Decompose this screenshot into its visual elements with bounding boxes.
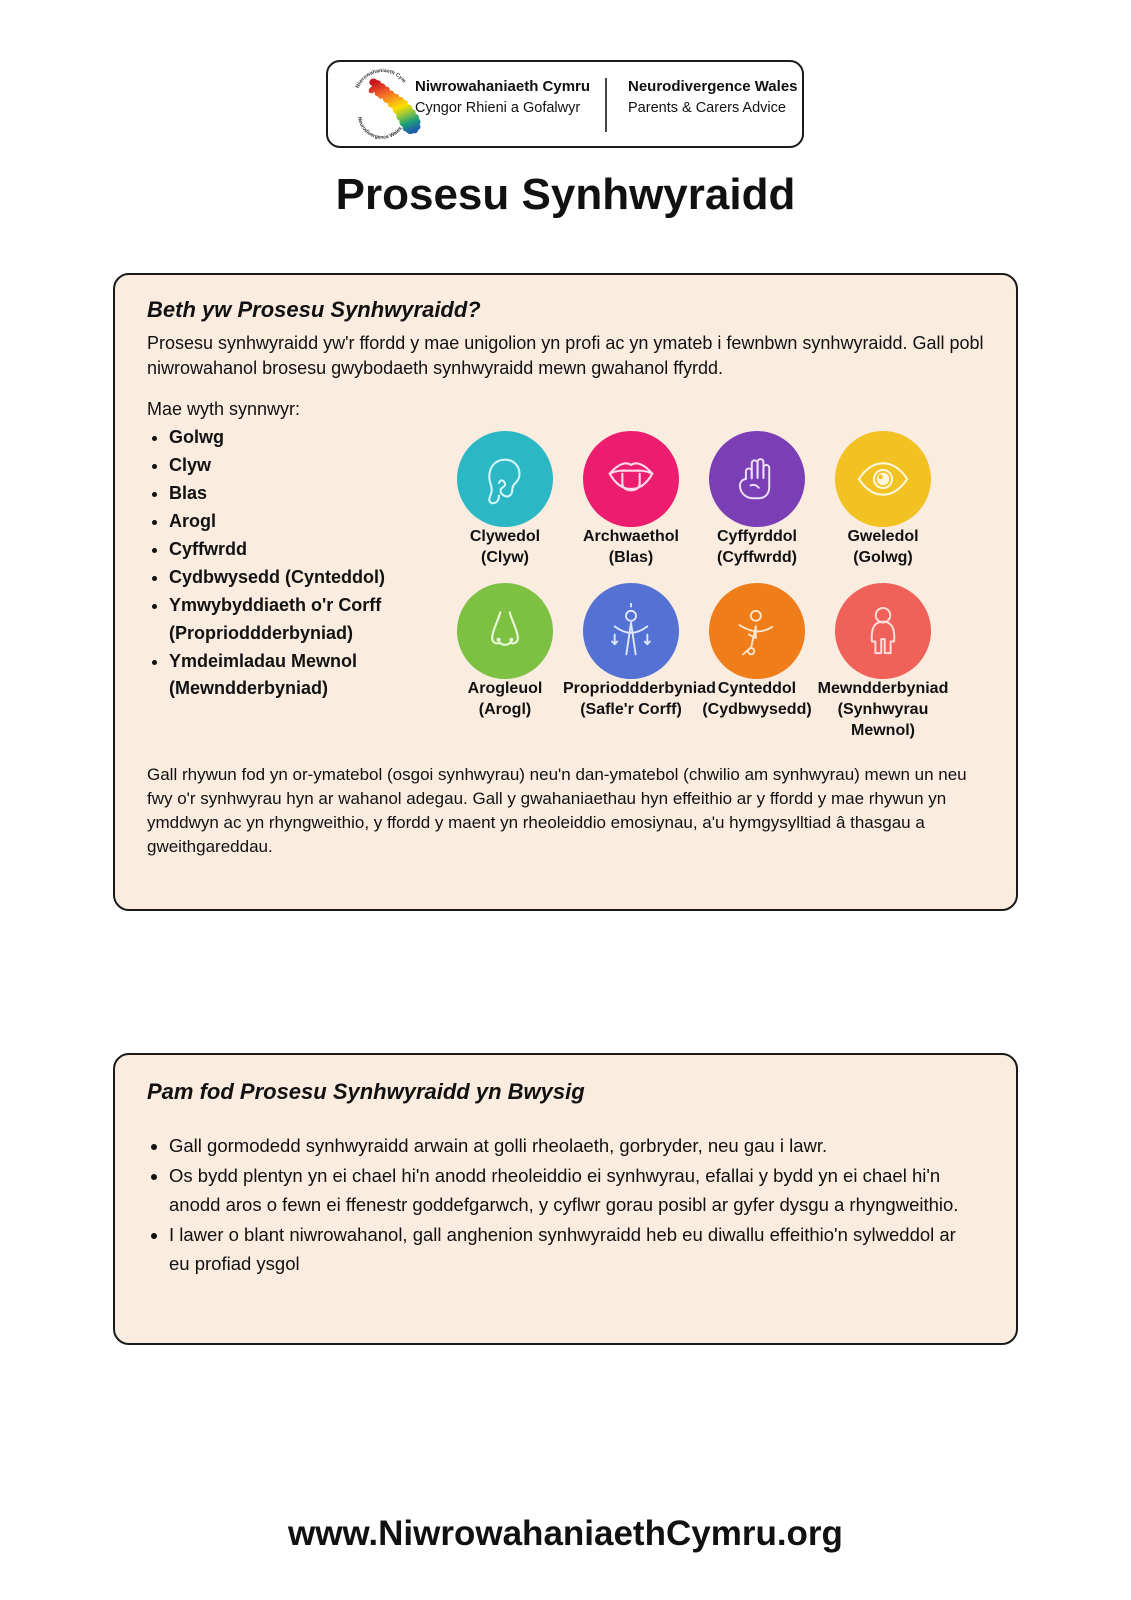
svg-text:Niwrowahaniaeth Cym: Niwrowahaniaeth Cym [355,68,407,89]
svg-text:Neurodivergence Wales: Neurodivergence Wales [356,116,404,140]
